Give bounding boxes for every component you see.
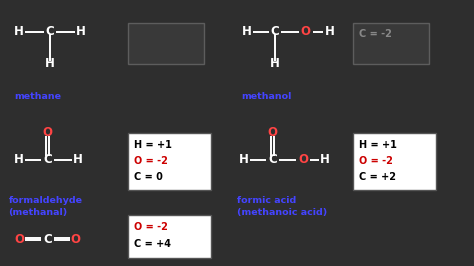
FancyBboxPatch shape [128, 133, 211, 190]
Text: C = -2: C = -2 [359, 29, 392, 39]
Text: formic acid
(methanoic acid): formic acid (methanoic acid) [237, 196, 327, 217]
FancyBboxPatch shape [128, 215, 211, 258]
Text: H: H [76, 26, 85, 38]
FancyBboxPatch shape [128, 23, 204, 64]
Text: O: O [71, 233, 81, 246]
Text: H: H [242, 26, 251, 38]
Text: O = -2: O = -2 [134, 156, 167, 166]
Text: C: C [268, 153, 277, 166]
Text: H: H [14, 26, 24, 38]
Text: O: O [42, 127, 53, 139]
Text: H: H [45, 57, 55, 70]
Text: C: C [271, 26, 279, 38]
Text: O: O [267, 127, 278, 139]
Text: C = +2: C = +2 [359, 172, 396, 182]
Text: O: O [14, 233, 24, 246]
Text: C = 0: C = 0 [134, 172, 163, 182]
Text: H: H [239, 153, 249, 166]
Text: C: C [43, 233, 52, 246]
Text: H: H [14, 153, 24, 166]
Text: O: O [298, 153, 309, 166]
Text: C: C [46, 26, 54, 38]
Text: H: H [73, 153, 83, 166]
FancyBboxPatch shape [353, 133, 436, 190]
Text: formaldehyde
(methanal): formaldehyde (methanal) [9, 196, 82, 217]
Text: O = -2: O = -2 [359, 156, 392, 166]
Text: H = +1: H = +1 [134, 140, 172, 150]
FancyBboxPatch shape [353, 23, 429, 64]
Text: methanol: methanol [242, 92, 292, 101]
Text: H: H [270, 57, 280, 70]
Text: C = +4: C = +4 [134, 239, 171, 250]
Text: H: H [325, 26, 334, 38]
Text: C: C [43, 153, 52, 166]
Text: methane: methane [14, 92, 61, 101]
Text: H: H [320, 153, 329, 166]
Text: O = -2: O = -2 [134, 222, 167, 232]
Text: O: O [301, 26, 311, 38]
Text: H = +1: H = +1 [359, 140, 397, 150]
